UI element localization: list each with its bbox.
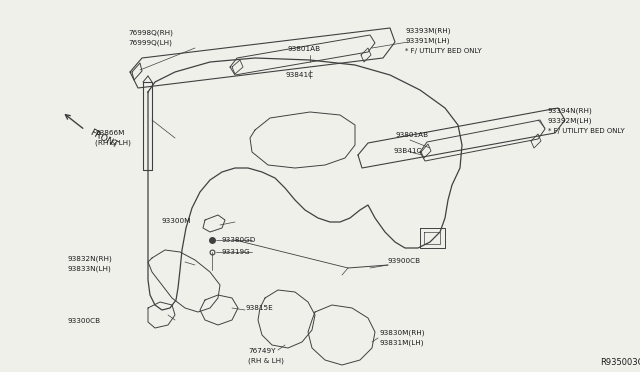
Text: 93833N(LH): 93833N(LH) (68, 265, 112, 272)
Text: 93841C: 93841C (285, 72, 313, 78)
Text: 76749Y: 76749Y (248, 348, 275, 354)
Text: FRONT: FRONT (88, 128, 119, 150)
Text: (RH & LH): (RH & LH) (95, 140, 131, 147)
Text: 93392M(LH): 93392M(LH) (548, 118, 593, 125)
Text: 93866M: 93866M (95, 130, 124, 136)
Text: 93393M(RH): 93393M(RH) (405, 28, 451, 35)
Text: R935003C: R935003C (600, 358, 640, 367)
Text: 76998Q(RH): 76998Q(RH) (128, 30, 173, 36)
Text: 93300CB: 93300CB (68, 318, 101, 324)
Text: 93832N(RH): 93832N(RH) (68, 255, 113, 262)
Text: * F/ UTILITY BED ONLY: * F/ UTILITY BED ONLY (405, 48, 482, 54)
Text: 93B41C: 93B41C (393, 148, 422, 154)
Text: 93815E: 93815E (245, 305, 273, 311)
Text: * F/ UTILITY BED ONLY: * F/ UTILITY BED ONLY (548, 128, 625, 134)
Text: 93391M(LH): 93391M(LH) (405, 38, 449, 45)
Text: 93394N(RH): 93394N(RH) (548, 108, 593, 115)
Text: 93319G: 93319G (222, 249, 251, 255)
Text: 93300M: 93300M (162, 218, 191, 224)
Text: 93801AB: 93801AB (395, 132, 428, 138)
Text: 93830M(RH): 93830M(RH) (380, 330, 426, 337)
Text: 93380GD: 93380GD (222, 237, 257, 243)
Text: 93831M(LH): 93831M(LH) (380, 340, 424, 346)
Text: 76999Q(LH): 76999Q(LH) (128, 40, 172, 46)
Text: 93900CB: 93900CB (388, 258, 421, 264)
Text: (RH & LH): (RH & LH) (248, 358, 284, 365)
Text: 93801AB: 93801AB (288, 46, 321, 52)
